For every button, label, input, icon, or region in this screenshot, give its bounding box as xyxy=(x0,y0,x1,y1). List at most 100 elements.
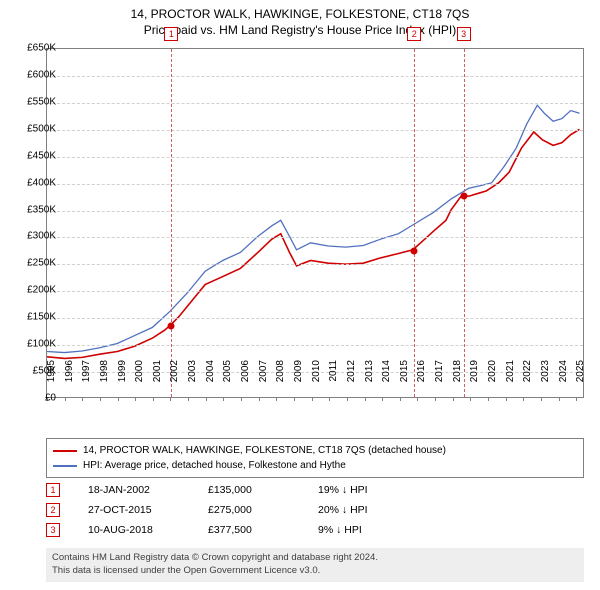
y-axis-label: £500K xyxy=(16,123,56,134)
y-axis-label: £550K xyxy=(16,96,56,107)
x-axis-label: 1998 xyxy=(99,360,110,386)
x-tick xyxy=(347,397,348,401)
x-tick xyxy=(382,397,383,401)
footer-line-1: Contains HM Land Registry data © Crown c… xyxy=(52,552,578,565)
y-axis-label: £450K xyxy=(16,150,56,161)
legend: 14, PROCTOR WALK, HAWKINGE, FOLKESTONE, … xyxy=(46,438,584,478)
x-axis-label: 2022 xyxy=(522,360,533,386)
x-tick xyxy=(329,397,330,401)
y-axis-label: £200K xyxy=(16,285,56,296)
sale-marker-point xyxy=(460,192,467,199)
x-tick xyxy=(206,397,207,401)
x-tick xyxy=(259,397,260,401)
y-axis-label: £100K xyxy=(16,339,56,350)
title-line-1: 14, PROCTOR WALK, HAWKINGE, FOLKESTONE, … xyxy=(0,6,600,22)
sale-marker-box: 1 xyxy=(164,27,178,41)
gridline xyxy=(47,157,583,158)
x-tick xyxy=(100,397,101,401)
x-tick xyxy=(223,397,224,401)
x-axis-label: 2023 xyxy=(540,360,551,386)
footer: Contains HM Land Registry data © Crown c… xyxy=(46,548,584,582)
gridline xyxy=(47,318,583,319)
y-axis-label: £300K xyxy=(16,231,56,242)
sale-vs-hpi: 20% ↓ HPI xyxy=(318,504,448,516)
sale-marker-box: 3 xyxy=(457,27,471,41)
x-axis-label: 2018 xyxy=(452,360,463,386)
x-axis-label: 1995 xyxy=(46,360,57,386)
sale-number-box: 3 xyxy=(46,523,60,537)
x-tick xyxy=(82,397,83,401)
x-tick xyxy=(276,397,277,401)
sale-price: £275,000 xyxy=(208,504,318,516)
sale-marker-line xyxy=(171,49,172,397)
y-axis-label: £400K xyxy=(16,177,56,188)
y-axis-label: £600K xyxy=(16,69,56,80)
legend-label: 14, PROCTOR WALK, HAWKINGE, FOLKESTONE, … xyxy=(83,443,446,458)
sale-number-box: 1 xyxy=(46,483,60,497)
x-tick xyxy=(453,397,454,401)
footer-line-2: This data is licensed under the Open Gov… xyxy=(52,565,578,578)
x-axis-label: 2011 xyxy=(328,360,339,386)
x-axis-label: 2000 xyxy=(134,360,145,386)
y-axis-label: £650K xyxy=(16,43,56,54)
x-axis-label: 2009 xyxy=(293,360,304,386)
x-axis-label: 2024 xyxy=(558,360,569,386)
x-tick xyxy=(470,397,471,401)
sale-vs-hpi: 19% ↓ HPI xyxy=(318,484,448,496)
x-tick xyxy=(400,397,401,401)
table-row: 227-OCT-2015£275,00020% ↓ HPI xyxy=(46,500,584,520)
x-tick xyxy=(488,397,489,401)
x-tick xyxy=(541,397,542,401)
gridline xyxy=(47,264,583,265)
sale-price: £377,500 xyxy=(208,524,318,536)
x-tick xyxy=(312,397,313,401)
x-tick xyxy=(241,397,242,401)
gridline xyxy=(47,103,583,104)
gridline xyxy=(47,345,583,346)
x-axis-label: 2007 xyxy=(258,360,269,386)
legend-swatch xyxy=(53,450,77,452)
x-axis-label: 2020 xyxy=(487,360,498,386)
x-tick xyxy=(576,397,577,401)
x-tick xyxy=(417,397,418,401)
gridline xyxy=(47,130,583,131)
x-axis-label: 2021 xyxy=(505,360,516,386)
x-axis-label: 2002 xyxy=(169,360,180,386)
sale-marker-point xyxy=(411,247,418,254)
x-tick xyxy=(435,397,436,401)
sale-marker-line xyxy=(464,49,465,397)
x-tick xyxy=(135,397,136,401)
sale-number-box: 2 xyxy=(46,503,60,517)
y-axis-label: £150K xyxy=(16,312,56,323)
x-axis-label: 2001 xyxy=(152,360,163,386)
x-axis-label: 2013 xyxy=(364,360,375,386)
x-tick xyxy=(170,397,171,401)
x-tick xyxy=(153,397,154,401)
y-axis-label: £0 xyxy=(16,393,56,404)
sale-marker-box: 2 xyxy=(407,27,421,41)
sales-table: 118-JAN-2002£135,00019% ↓ HPI227-OCT-201… xyxy=(46,480,584,540)
sale-date: 18-JAN-2002 xyxy=(88,484,208,496)
title-line-2: Price paid vs. HM Land Registry's House … xyxy=(0,22,600,38)
sale-date: 10-AUG-2018 xyxy=(88,524,208,536)
title-block: 14, PROCTOR WALK, HAWKINGE, FOLKESTONE, … xyxy=(0,0,600,40)
x-axis-label: 2005 xyxy=(222,360,233,386)
gridline xyxy=(47,291,583,292)
x-tick xyxy=(523,397,524,401)
x-axis-label: 2017 xyxy=(434,360,445,386)
x-axis-label: 2016 xyxy=(416,360,427,386)
sale-marker-line xyxy=(414,49,415,397)
chart-plot-area: 123 xyxy=(46,48,584,398)
table-row: 118-JAN-2002£135,00019% ↓ HPI xyxy=(46,480,584,500)
sale-marker-point xyxy=(168,323,175,330)
series-line xyxy=(47,105,579,352)
y-axis-label: £350K xyxy=(16,204,56,215)
x-axis-label: 2010 xyxy=(311,360,322,386)
gridline xyxy=(47,184,583,185)
x-tick xyxy=(365,397,366,401)
legend-item-hpi: HPI: Average price, detached house, Folk… xyxy=(53,458,577,473)
x-tick xyxy=(506,397,507,401)
x-tick xyxy=(188,397,189,401)
x-tick xyxy=(294,397,295,401)
x-axis-label: 2008 xyxy=(275,360,286,386)
